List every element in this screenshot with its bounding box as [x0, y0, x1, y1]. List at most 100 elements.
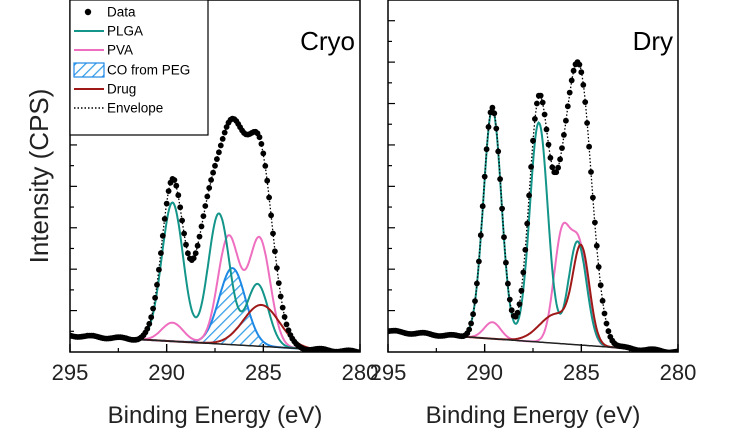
dry-panel-title: Dry: [633, 26, 673, 56]
legend-label-envelope: Envelope: [107, 101, 163, 116]
legend-label-pva: PVA: [107, 43, 133, 58]
data-point: [179, 217, 186, 224]
data-point: [202, 203, 209, 209]
data-point: [262, 163, 269, 169]
legend-entry-data: Data: [84, 5, 136, 20]
data-point: [200, 213, 207, 220]
legend-label-co-peg: CO from PEG: [107, 63, 190, 78]
data-point: [593, 242, 600, 249]
data-point: [165, 188, 172, 195]
x-tick-label: 280: [660, 360, 697, 385]
data-point: [528, 164, 534, 170]
data-point: [274, 265, 280, 271]
data-point: [576, 61, 583, 68]
dry-x-axis-label: Binding Energy (eV): [426, 402, 641, 429]
cryo-panel-title: Cryo: [300, 26, 355, 56]
data-point: [514, 309, 521, 316]
data-point: [177, 204, 184, 211]
data-point: [204, 193, 211, 200]
data-point: [277, 293, 284, 300]
data-point: [192, 250, 199, 257]
data-point: [584, 120, 590, 126]
data-point: [219, 136, 226, 142]
x-tick-label: 295: [370, 360, 407, 385]
data-point: [563, 117, 569, 124]
data-point: [468, 320, 474, 327]
data-point: [279, 304, 286, 311]
data-point: [605, 328, 612, 335]
data-point: [196, 233, 203, 240]
cryo-data-points: [70, 115, 360, 352]
legend-label-plga: PLGA: [107, 24, 143, 39]
data-point: [582, 99, 589, 105]
data-point: [210, 169, 217, 176]
data-point: [268, 212, 274, 219]
data-point: [508, 307, 515, 314]
x-tick-label: 290: [466, 360, 503, 385]
legend-entry-plga: PLGA: [74, 24, 143, 39]
legend-entry-drug: Drug: [74, 82, 136, 97]
data-point: [221, 129, 228, 136]
data-point: [603, 320, 610, 327]
dry-envelope: [388, 60, 678, 352]
data-point: [503, 259, 509, 266]
data-point: [526, 192, 532, 199]
data-point: [520, 269, 527, 276]
data-point: [479, 203, 486, 210]
dry-data-points: [388, 59, 678, 352]
data-point: [495, 148, 502, 155]
data-point: [266, 194, 272, 201]
data-point: [537, 92, 544, 99]
data-point: [595, 264, 602, 270]
data-point: [491, 110, 498, 117]
data-point: [472, 298, 478, 304]
data-point: [173, 182, 180, 189]
data-point: [285, 327, 292, 334]
data-point: [214, 156, 220, 163]
data-point: [549, 164, 556, 171]
data-point: [566, 89, 573, 96]
data-point: [493, 125, 500, 132]
data-point: [198, 223, 205, 230]
data-point: [481, 173, 488, 180]
data-point: [216, 149, 222, 156]
legend: Data PLGA PVA CO from PEG Drug Envelope: [69, 0, 209, 136]
data-point: [152, 294, 159, 301]
data-point: [499, 205, 505, 212]
data-point: [208, 177, 215, 183]
data-point: [158, 250, 164, 256]
data-point: [171, 177, 178, 183]
data-point: [185, 250, 191, 257]
data-point: [534, 100, 540, 107]
data-point: [272, 248, 278, 255]
data-point: [470, 311, 476, 318]
data-point: [564, 103, 571, 110]
data-point: [146, 320, 153, 327]
data-point: [597, 282, 604, 289]
data-point: [578, 69, 585, 76]
cryo-plot-area: [70, 115, 360, 352]
data-point: [256, 134, 263, 141]
data-point: [543, 126, 550, 133]
legend-data-marker: [84, 8, 92, 16]
data-point: [555, 164, 561, 171]
data-point: [283, 321, 290, 328]
data-point: [553, 169, 560, 176]
data-point: [217, 142, 224, 149]
data-point: [483, 146, 490, 153]
data-point: [474, 280, 480, 287]
data-point: [489, 104, 496, 111]
data-point: [190, 255, 197, 262]
data-point: [159, 232, 166, 239]
data-point: [588, 169, 594, 175]
data-point: [144, 325, 151, 332]
dry-plot-area: [388, 59, 678, 352]
data-point: [264, 177, 271, 184]
data-point: [568, 77, 575, 84]
legend-entry-pva: PVA: [74, 43, 133, 58]
data-point: [161, 216, 168, 222]
data-point: [592, 219, 598, 226]
data-point: [194, 242, 201, 249]
legend-label-drug: Drug: [107, 82, 136, 97]
